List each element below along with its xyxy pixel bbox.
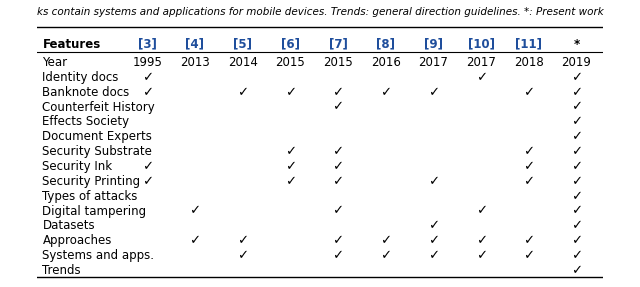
Text: ✓: ✓ <box>237 234 248 247</box>
Text: Year: Year <box>42 56 68 69</box>
Text: ✓: ✓ <box>332 205 344 218</box>
Text: ✓: ✓ <box>571 264 582 277</box>
Text: ✓: ✓ <box>571 160 582 173</box>
Text: Approaches: Approaches <box>42 234 112 247</box>
Text: Banknote docs: Banknote docs <box>42 86 130 99</box>
Text: Features: Features <box>42 38 100 51</box>
Text: ✓: ✓ <box>524 86 534 99</box>
Text: ✓: ✓ <box>189 205 200 218</box>
Text: ✓: ✓ <box>571 145 582 158</box>
Text: ✓: ✓ <box>571 175 582 188</box>
Text: ✓: ✓ <box>476 205 486 218</box>
Text: 2016: 2016 <box>371 56 401 69</box>
Text: Security Printing: Security Printing <box>42 175 141 188</box>
Text: ✓: ✓ <box>428 86 439 99</box>
Text: [8]: [8] <box>376 38 396 51</box>
Text: ✓: ✓ <box>141 175 153 188</box>
Text: ✓: ✓ <box>571 101 582 114</box>
Text: ✓: ✓ <box>571 71 582 84</box>
Text: ✓: ✓ <box>571 205 582 218</box>
Text: ✓: ✓ <box>141 86 153 99</box>
Text: 2017: 2017 <box>466 56 496 69</box>
Text: ✓: ✓ <box>476 234 486 247</box>
Text: ✓: ✓ <box>285 145 296 158</box>
Text: Identity docs: Identity docs <box>42 71 119 84</box>
Text: ✓: ✓ <box>332 86 344 99</box>
Text: ✓: ✓ <box>571 115 582 129</box>
Text: ✓: ✓ <box>524 160 534 173</box>
Text: [6]: [6] <box>281 38 300 51</box>
Text: 2015: 2015 <box>323 56 353 69</box>
Text: Digital tampering: Digital tampering <box>42 205 147 218</box>
Text: Effects Society: Effects Society <box>42 115 129 129</box>
Text: ✓: ✓ <box>524 145 534 158</box>
Text: ✓: ✓ <box>571 220 582 232</box>
Text: ✓: ✓ <box>380 249 391 262</box>
Text: [11]: [11] <box>515 38 542 51</box>
Text: [10]: [10] <box>468 38 495 51</box>
Text: [7]: [7] <box>328 38 348 51</box>
Text: [5]: [5] <box>233 38 252 51</box>
Text: ✓: ✓ <box>380 86 391 99</box>
Text: ✓: ✓ <box>524 234 534 247</box>
Text: 2018: 2018 <box>514 56 544 69</box>
Text: 2017: 2017 <box>419 56 449 69</box>
Text: ✓: ✓ <box>476 249 486 262</box>
Text: ✓: ✓ <box>141 160 153 173</box>
Text: ✓: ✓ <box>332 101 344 114</box>
Text: ✓: ✓ <box>428 175 439 188</box>
Text: 2019: 2019 <box>562 56 591 69</box>
Text: ✓: ✓ <box>571 130 582 143</box>
Text: Security Substrate: Security Substrate <box>42 145 152 158</box>
Text: ✓: ✓ <box>428 249 439 262</box>
Text: 2014: 2014 <box>228 56 257 69</box>
Text: Datasets: Datasets <box>42 220 95 232</box>
Text: ✓: ✓ <box>476 71 486 84</box>
Text: ✓: ✓ <box>380 234 391 247</box>
Text: Trends: Trends <box>42 264 81 277</box>
Text: ✓: ✓ <box>428 220 439 232</box>
Text: ✓: ✓ <box>332 145 344 158</box>
Text: [4]: [4] <box>186 38 204 51</box>
Text: Types of attacks: Types of attacks <box>42 190 138 203</box>
Text: ks contain systems and applications for mobile devices. Trends: general directio: ks contain systems and applications for … <box>36 7 604 17</box>
Text: ✓: ✓ <box>524 175 534 188</box>
Text: ✓: ✓ <box>332 249 344 262</box>
Text: ✓: ✓ <box>141 71 153 84</box>
Text: Security Ink: Security Ink <box>42 160 113 173</box>
Text: ✓: ✓ <box>237 86 248 99</box>
Text: 1995: 1995 <box>132 56 162 69</box>
Text: ✓: ✓ <box>571 190 582 203</box>
Text: ✓: ✓ <box>285 86 296 99</box>
Text: ✓: ✓ <box>428 234 439 247</box>
Text: ✓: ✓ <box>285 160 296 173</box>
Text: ✓: ✓ <box>332 234 344 247</box>
Text: ✓: ✓ <box>285 175 296 188</box>
Text: ✓: ✓ <box>332 175 344 188</box>
Text: Document Experts: Document Experts <box>42 130 152 143</box>
Text: [3]: [3] <box>138 38 157 51</box>
Text: ✓: ✓ <box>571 234 582 247</box>
Text: ✓: ✓ <box>332 160 344 173</box>
Text: [9]: [9] <box>424 38 443 51</box>
Text: ✓: ✓ <box>571 249 582 262</box>
Text: Counterfeit History: Counterfeit History <box>42 101 155 114</box>
Text: ✓: ✓ <box>571 86 582 99</box>
Text: *: * <box>573 38 580 51</box>
Text: ✓: ✓ <box>524 249 534 262</box>
Text: 2013: 2013 <box>180 56 210 69</box>
Text: Systems and apps.: Systems and apps. <box>42 249 154 262</box>
Text: ✓: ✓ <box>189 234 200 247</box>
Text: ✓: ✓ <box>237 249 248 262</box>
Text: 2015: 2015 <box>275 56 305 69</box>
